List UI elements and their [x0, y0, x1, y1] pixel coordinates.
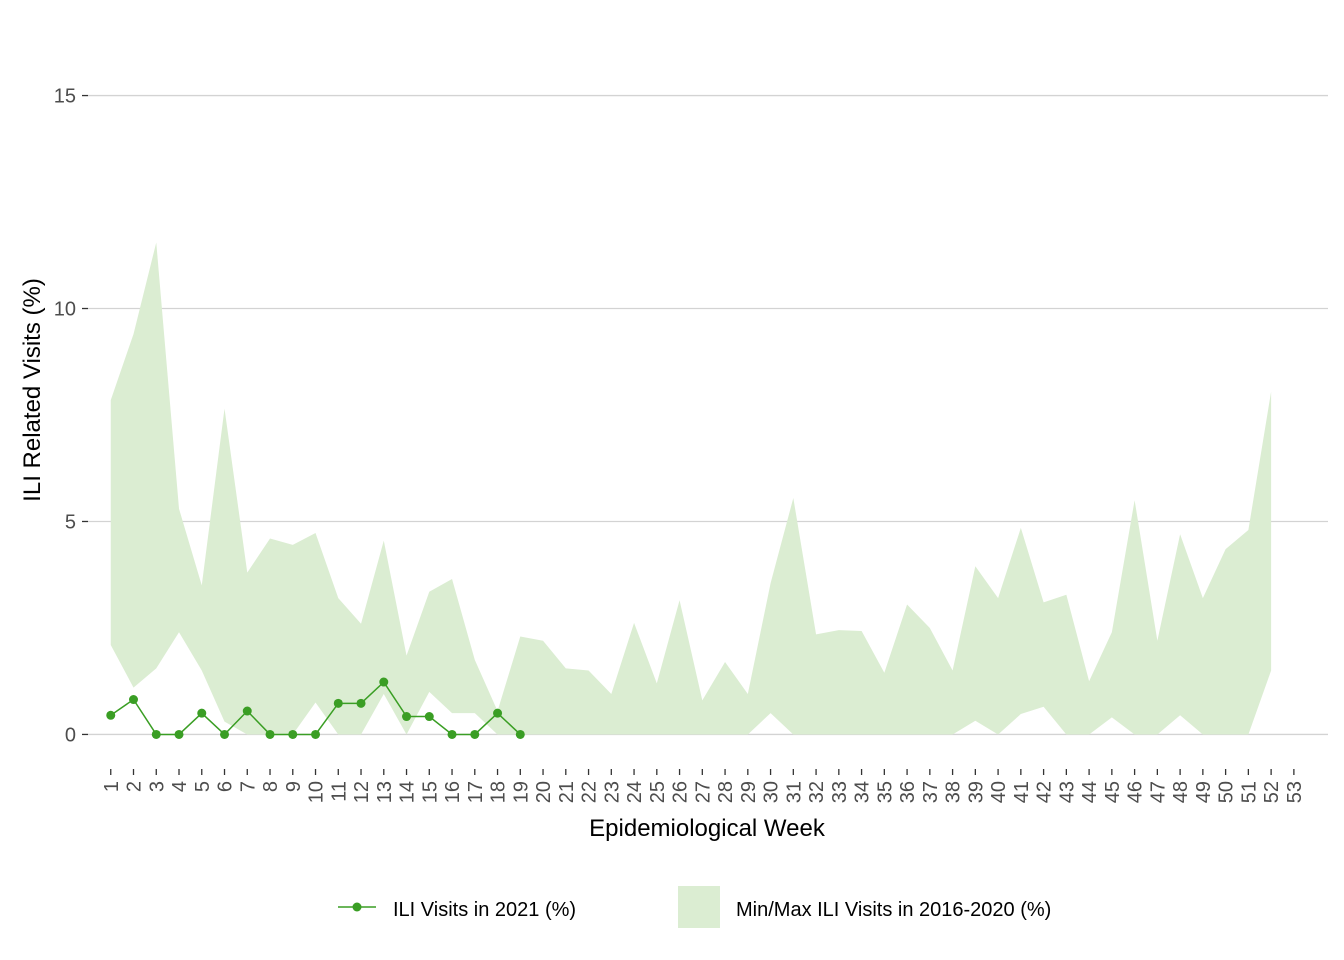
- x-tick-label-24: 24: [624, 781, 646, 803]
- data-point-week-12: [356, 698, 366, 708]
- line-layer: [106, 677, 525, 739]
- x-tick-label-35: 35: [874, 781, 896, 803]
- x-tick-label-7: 7: [237, 781, 259, 792]
- x-tick-label-26: 26: [670, 781, 692, 803]
- x-tick-label-45: 45: [1102, 781, 1124, 803]
- ribbon-layer: [110, 242, 1272, 735]
- x-tick-label-22: 22: [579, 781, 601, 803]
- data-point-week-13: [379, 677, 389, 687]
- data-point-week-1: [106, 710, 116, 720]
- x-axis-title: Epidemiological Week: [589, 815, 826, 842]
- x-tick-label-5: 5: [192, 781, 214, 792]
- x-tick-label-18: 18: [488, 781, 510, 803]
- x-tick-label-43: 43: [1056, 781, 1078, 803]
- x-tick-label-38: 38: [943, 781, 965, 803]
- x-tick-label-17: 17: [465, 781, 487, 803]
- x-tick-label-11: 11: [328, 781, 350, 802]
- grid-lines: [88, 94, 1328, 736]
- x-tick-label-12: 12: [351, 781, 373, 803]
- x-tick-label-20: 20: [533, 781, 555, 803]
- y-tick-label-10: 10: [54, 299, 76, 321]
- data-point-week-7: [242, 706, 252, 716]
- x-tick-label-28: 28: [715, 781, 737, 803]
- data-point-week-9: [288, 729, 298, 739]
- data-point-week-14: [402, 712, 412, 722]
- x-tick-label-13: 13: [374, 781, 396, 803]
- data-point-week-6: [220, 729, 230, 739]
- x-tick-label-9: 9: [283, 781, 305, 792]
- data-point-week-17: [470, 729, 480, 739]
- data-point-week-5: [197, 708, 207, 718]
- x-tick-label-4: 4: [169, 781, 191, 792]
- x-tick-label-40: 40: [988, 781, 1010, 803]
- y-tick-label-5: 5: [65, 511, 76, 533]
- x-tick-label-39: 39: [965, 781, 987, 803]
- x-tick-label-14: 14: [397, 781, 419, 803]
- data-point-week-18: [493, 708, 503, 718]
- x-tick-label-37: 37: [920, 781, 942, 803]
- y-axis: 0 5 10 15: [54, 86, 88, 746]
- x-tick-label-30: 30: [761, 781, 783, 803]
- x-tick-label-2: 2: [124, 781, 146, 792]
- legend-point-swatch: [352, 902, 362, 912]
- legend-label-line: ILI Visits in 2021 (%): [393, 899, 576, 921]
- data-point-week-3: [151, 729, 161, 739]
- x-tick-label-34: 34: [852, 781, 874, 803]
- x-tick-label-21: 21: [556, 781, 578, 803]
- x-tick-label-6: 6: [215, 781, 237, 792]
- x-tick-label-47: 47: [1147, 781, 1169, 803]
- data-point-week-2: [129, 695, 139, 705]
- data-point-week-15: [424, 712, 434, 722]
- legend-label-ribbon: Min/Max ILI Visits in 2016-2020 (%): [736, 899, 1051, 921]
- x-tick-label-27: 27: [692, 781, 714, 803]
- x-tick-label-36: 36: [897, 781, 919, 803]
- x-tick-label-51: 51: [1238, 781, 1260, 803]
- x-tick-label-46: 46: [1125, 781, 1147, 803]
- x-tick-label-41: 41: [1011, 781, 1033, 803]
- x-tick-label-48: 48: [1170, 781, 1192, 803]
- y-tick-label-15: 15: [54, 86, 76, 108]
- x-tick-label-25: 25: [647, 781, 669, 803]
- legend-ribbon-swatch: [678, 886, 720, 928]
- y-tick-label-0: 0: [65, 724, 76, 746]
- x-tick-label-53: 53: [1284, 781, 1306, 803]
- x-tick-label-16: 16: [442, 781, 464, 803]
- data-point-week-19: [515, 729, 525, 739]
- x-tick-label-33: 33: [829, 781, 851, 803]
- data-point-week-11: [333, 698, 343, 708]
- x-tick-label-3: 3: [146, 781, 168, 792]
- x-tick-label-50: 50: [1216, 781, 1238, 803]
- x-tick-label-31: 31: [783, 781, 805, 803]
- ribbon-min-max: [110, 242, 1272, 735]
- x-tick-label-49: 49: [1193, 781, 1215, 803]
- x-tick-label-1: 1: [101, 781, 123, 792]
- x-tick-label-19: 19: [510, 781, 532, 803]
- legend: ILI Visits in 2021 (%) Min/Max ILI Visit…: [338, 886, 1051, 928]
- x-tick-label-44: 44: [1079, 781, 1101, 803]
- x-tick-label-42: 42: [1034, 781, 1056, 803]
- x-axis: 1 2 3 4 5 6 7 8 9 10 11 12 13 14 15 16 17 18 19 20 21 22 23 24 2…: [101, 769, 1306, 803]
- x-tick-label-10: 10: [306, 781, 328, 803]
- data-point-week-8: [265, 729, 275, 739]
- data-point-week-10: [311, 729, 321, 739]
- x-tick-label-8: 8: [260, 781, 282, 792]
- data-point-week-4: [174, 729, 184, 739]
- x-tick-label-29: 29: [738, 781, 760, 803]
- x-tick-label-15: 15: [419, 781, 441, 803]
- data-point-week-16: [447, 729, 457, 739]
- x-tick-label-23: 23: [601, 781, 623, 803]
- x-tick-label-52: 52: [1261, 781, 1283, 803]
- x-tick-label-32: 32: [806, 781, 828, 803]
- y-axis-title: ILI Related Visits (%): [19, 278, 46, 502]
